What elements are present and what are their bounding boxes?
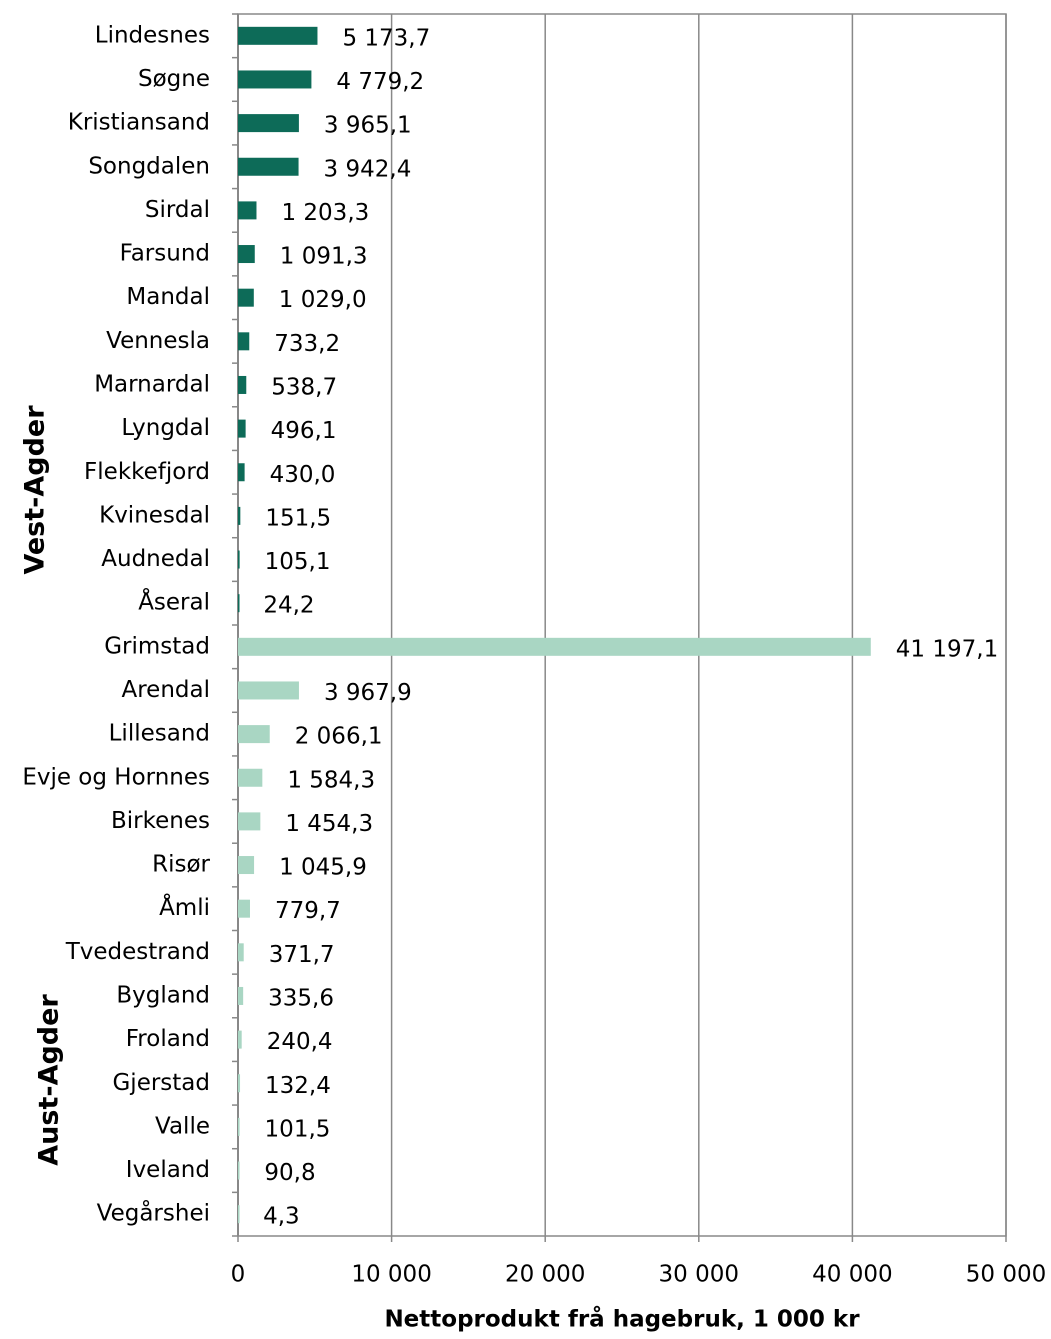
y-tick-label: Åseral: [138, 588, 210, 616]
bar: [238, 463, 245, 482]
bar: [238, 1030, 242, 1049]
bar: [238, 114, 299, 133]
bar: [238, 288, 254, 307]
bar: [238, 899, 250, 918]
value-label: 3 967,9: [324, 680, 412, 706]
value-label: 538,7: [271, 374, 337, 400]
bar: [238, 986, 244, 1005]
bar: [238, 768, 263, 787]
bar: [238, 637, 871, 656]
y-tick-label: Lyngdal: [121, 415, 210, 441]
bar: [238, 70, 312, 89]
bar: [238, 157, 299, 176]
value-label: 132,4: [265, 1073, 331, 1099]
bar: [238, 1205, 240, 1224]
y-tick-label: Arendal: [122, 677, 211, 703]
value-label: 1 045,9: [279, 855, 367, 881]
y-tick-label: Åmli: [159, 893, 210, 921]
bar: [238, 26, 318, 45]
value-label: 105,1: [265, 549, 331, 575]
y-tick-label: Kristiansand: [68, 110, 210, 136]
x-tick-label: 30 000: [659, 1262, 739, 1288]
value-label: 3 942,4: [324, 156, 412, 182]
value-label: 4 779,2: [336, 69, 424, 95]
y-tick-label: Mandal: [126, 284, 210, 310]
y-tick-label: Tvedestrand: [65, 939, 210, 965]
bar: [238, 594, 240, 613]
plot-area: [237, 13, 1007, 1237]
bar: [238, 550, 240, 569]
x-tick-label: 0: [231, 1262, 246, 1288]
value-label: 5 173,7: [342, 25, 430, 51]
value-label: 335,6: [268, 985, 334, 1011]
value-label: 430,0: [270, 462, 336, 488]
x-axis-title: Nettoprodukt frå hagebruk, 1 000 kr: [384, 1306, 860, 1333]
bar: [238, 725, 270, 744]
y-tick-label: Grimstad: [104, 633, 210, 659]
y-tick-label: Valle: [155, 1113, 210, 1139]
bar: [238, 419, 246, 438]
bar: [238, 681, 299, 700]
value-label: 496,1: [271, 418, 337, 444]
y-tick-label: Sirdal: [145, 197, 210, 223]
x-tick-label: 50 000: [966, 1262, 1046, 1288]
value-label: 1 584,3: [287, 767, 375, 793]
value-label: 4,3: [263, 1204, 300, 1230]
value-label: 779,7: [275, 898, 341, 924]
bar: [238, 245, 255, 264]
value-label: 1 454,3: [285, 811, 373, 837]
value-label: 240,4: [267, 1029, 333, 1055]
x-tick-label: 10 000: [351, 1262, 431, 1288]
value-label: 1 091,3: [280, 244, 368, 270]
y-tick-label: Lillesand: [109, 721, 210, 747]
value-label: 2 066,1: [295, 724, 383, 750]
y-tick-label: Bygland: [116, 982, 210, 1008]
y-tick-label: Gjerstad: [112, 1070, 210, 1096]
y-tick-label: Froland: [126, 1026, 210, 1052]
bar: [238, 1117, 240, 1136]
y-tick-label: Kvinesdal: [99, 502, 210, 528]
y-tick-label: Marnardal: [94, 371, 210, 397]
value-label: 90,8: [264, 1160, 315, 1186]
group-label: Vest-Agder: [20, 405, 51, 575]
y-tick-label: Farsund: [120, 241, 210, 267]
y-tick-label: Iveland: [126, 1157, 210, 1183]
y-tick-label: Vegårshei: [97, 1199, 210, 1227]
y-tick-label: Audnedal: [101, 546, 210, 572]
bar: [238, 375, 247, 394]
y-tick-label: Lindesnes: [95, 22, 210, 48]
group-label: Aust-Agder: [34, 994, 65, 1166]
bar: [238, 201, 257, 220]
value-label: 101,5: [265, 1116, 331, 1142]
value-label: 151,5: [265, 505, 331, 531]
bar: [238, 506, 241, 525]
bar: [238, 812, 261, 831]
x-tick-label: 20 000: [505, 1262, 585, 1288]
bar: [238, 1161, 240, 1180]
y-tick-label: Vennesla: [106, 328, 210, 354]
value-label: 371,7: [269, 942, 335, 968]
y-tick-label: Søgne: [138, 66, 210, 92]
y-tick-label: Evje og Hornnes: [22, 764, 210, 790]
value-label: 733,2: [274, 331, 340, 357]
bar: [238, 1074, 241, 1093]
y-tick-label: Risør: [152, 852, 210, 878]
value-label: 41 197,1: [896, 636, 998, 662]
value-label: 1 203,3: [281, 200, 369, 226]
y-tick-label: Songdalen: [88, 153, 210, 179]
bar: [238, 943, 244, 962]
y-tick-label: Birkenes: [111, 808, 210, 834]
value-label: 3 965,1: [324, 113, 412, 139]
x-tick-label: 40 000: [812, 1262, 892, 1288]
value-label: 1 029,0: [279, 287, 367, 313]
value-label: 24,2: [263, 593, 314, 619]
bar: [238, 856, 255, 875]
bar: [238, 332, 250, 351]
y-tick-label: Flekkefjord: [84, 459, 210, 485]
